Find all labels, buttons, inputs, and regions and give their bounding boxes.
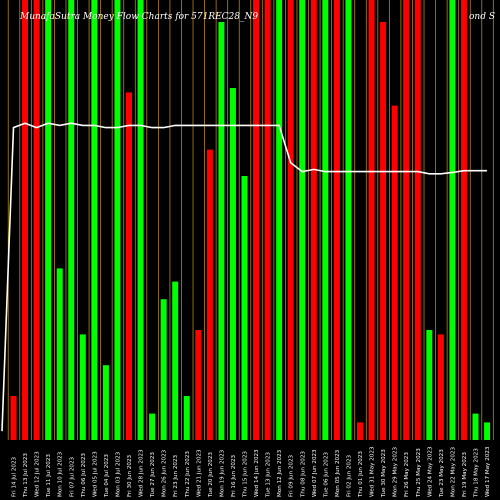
money-flow-bar (91, 0, 98, 440)
money-flow-bar (414, 0, 421, 440)
money-flow-bar (299, 0, 306, 440)
x-tick-label: Tue 27 Jun 2023 (150, 452, 156, 498)
money-flow-bar (10, 396, 17, 440)
money-flow-bar (484, 422, 491, 440)
x-tick-label: Thu 22 Jun 2023 (185, 451, 191, 498)
x-tick-label: Tue 13 Jun 2023 (266, 452, 272, 498)
x-tick-label: Wed 12 Jul 2023 (35, 451, 41, 497)
money-flow-bar (357, 422, 363, 440)
money-flow-bar (460, 0, 467, 440)
money-flow-bar (68, 0, 75, 440)
x-tick-label: Wed 24 May 2023 (427, 446, 433, 497)
x-label-layer: Fri 14 Jul 2023 Thu 13 Jul 2023 Wed 12 Jul… (12, 446, 492, 498)
money-flow-bar (206, 149, 213, 440)
money-flow-bar (276, 0, 283, 440)
x-tick-label: Wed 31 May 2023 (370, 446, 376, 497)
money-flow-bar (449, 0, 456, 440)
x-tick-label: Mon 12 Jun 2023 (277, 449, 283, 497)
x-tick-label: Fri 30 Jun 2023 (127, 454, 133, 497)
x-tick-label: Wed 05 Jul 2023 (92, 451, 98, 497)
x-tick-label: Thu 01 Jun 2023 (358, 451, 364, 498)
bar-layer (10, 0, 491, 441)
money-flow-bar (183, 396, 190, 440)
x-tick-label: Fri 23 Jun 2023 (173, 454, 179, 497)
x-tick-label: Thu 13 Jul 2023 (23, 453, 29, 498)
money-flow-bar (391, 105, 398, 440)
x-tick-label: Wed 07 Jun 2023 (312, 449, 318, 497)
money-flow-bar (33, 0, 40, 440)
x-tick-label: Wed 17 May 2023 (485, 446, 491, 497)
x-tick-label: Thu 06 Jul 2023 (81, 453, 87, 498)
x-tick-label: Fri 07 Jul 2023 (69, 456, 75, 497)
money-flow-line (1, 122, 488, 432)
x-tick-label: Tue 06 Jun 2023 (323, 452, 329, 498)
money-flow-bar (160, 299, 167, 440)
money-flow-bar (22, 0, 29, 440)
money-flow-bar (333, 0, 340, 440)
money-flow-bar (56, 268, 63, 440)
money-flow-bar (172, 281, 179, 440)
x-tick-label: Tue 11 Jul 2023 (46, 454, 52, 498)
x-tick-label: Tue 23 May 2023 (439, 449, 445, 498)
money-flow-bar (102, 365, 109, 440)
chart-title-right: ond S (469, 12, 496, 22)
x-tick-label: Wed 21 Jun 2023 (196, 449, 202, 497)
money-flow-bar (137, 0, 144, 440)
x-tick-label: Wed 28 Jun 2023 (139, 449, 145, 497)
money-flow-bar (426, 330, 433, 440)
money-flow-bar (287, 0, 294, 440)
x-tick-label: Tue 20 Jun 2023 (208, 452, 214, 498)
money-flow-bar (149, 413, 156, 440)
chart-title: MunafaSutra Money Flow Charts for 571REC… (20, 12, 259, 22)
x-tick-label: Mon 10 Jul 2023 (58, 451, 64, 497)
money-flow-bar (264, 0, 271, 440)
money-flow-bar (403, 0, 410, 440)
x-tick-label: Thu 08 Jun 2023 (300, 451, 306, 498)
x-tick-label: Thu 18 May 2023 (474, 448, 480, 498)
x-tick-label: Fri 09 Jun 2023 (289, 454, 295, 497)
money-flow-bar (472, 413, 479, 440)
x-tick-label: Tue 30 May 2023 (381, 449, 387, 498)
x-tick-label: Fri 26 May 2023 (404, 452, 410, 497)
money-flow-bar (368, 0, 375, 440)
money-flow-bar (229, 88, 236, 440)
x-tick-label: Thu 15 Jun 2023 (243, 451, 249, 498)
money-flow-bar (253, 0, 260, 440)
money-flow-bar (126, 92, 132, 441)
x-tick-label: Fri 19 May 2023 (462, 452, 468, 497)
money-flow-bar (437, 334, 444, 440)
money-flow-bar (114, 0, 121, 440)
x-tick-label: Mon 29 May 2023 (393, 447, 399, 497)
x-tick-label: Mon 19 Jun 2023 (219, 449, 225, 497)
grid-layer (7, 0, 494, 440)
x-tick-label: Mon 05 Jun 2023 (335, 449, 341, 497)
money-flow-bar (345, 0, 352, 440)
money-flow-bar (241, 176, 248, 440)
money-flow-bar (310, 0, 317, 440)
x-tick-label: Fri 16 Jun 2023 (231, 454, 237, 497)
money-flow-bar (218, 22, 225, 440)
money-flow-bar (195, 330, 202, 440)
money-flow-bar (45, 0, 52, 440)
x-tick-label: Thu 25 May 2023 (416, 448, 422, 498)
money-flow-bar (380, 22, 387, 440)
x-tick-label: Wed 14 Jun 2023 (254, 449, 260, 497)
money-flow-bar (322, 0, 329, 440)
x-tick-label: Mon 26 Jun 2023 (162, 449, 168, 497)
x-tick-label: Mon 22 May 2023 (450, 447, 456, 497)
line-layer (1, 122, 488, 432)
x-tick-label: Mon 03 Jul 2023 (115, 451, 121, 497)
x-tick-label: Fri 02 Jun 2023 (346, 454, 352, 497)
x-tick-label: Tue 04 Jul 2023 (104, 454, 110, 498)
x-tick-label: Fri 14 Jul 2023 (12, 456, 18, 497)
money-flow-bar (79, 334, 86, 440)
